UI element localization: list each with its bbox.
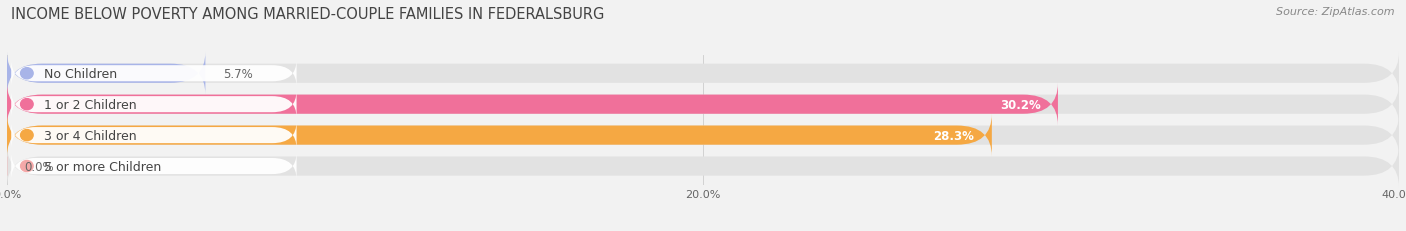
FancyBboxPatch shape [11, 60, 297, 88]
FancyBboxPatch shape [7, 53, 205, 95]
Text: INCOME BELOW POVERTY AMONG MARRIED-COUPLE FAMILIES IN FEDERALSBURG: INCOME BELOW POVERTY AMONG MARRIED-COUPL… [11, 7, 605, 22]
FancyBboxPatch shape [7, 114, 991, 157]
FancyBboxPatch shape [7, 53, 1399, 95]
Text: 28.3%: 28.3% [934, 129, 974, 142]
Circle shape [21, 99, 34, 110]
Text: 3 or 4 Children: 3 or 4 Children [44, 129, 136, 142]
FancyBboxPatch shape [7, 83, 1057, 126]
FancyBboxPatch shape [7, 145, 1399, 188]
Text: Source: ZipAtlas.com: Source: ZipAtlas.com [1277, 7, 1395, 17]
Circle shape [21, 161, 34, 172]
Text: 0.0%: 0.0% [24, 160, 53, 173]
Text: 5 or more Children: 5 or more Children [44, 160, 162, 173]
Text: No Children: No Children [44, 67, 117, 80]
FancyBboxPatch shape [11, 91, 297, 118]
FancyBboxPatch shape [7, 114, 1399, 157]
Text: 30.2%: 30.2% [1000, 98, 1040, 111]
FancyBboxPatch shape [7, 83, 1399, 126]
Text: 1 or 2 Children: 1 or 2 Children [44, 98, 136, 111]
FancyBboxPatch shape [11, 153, 297, 180]
FancyBboxPatch shape [11, 122, 297, 149]
Circle shape [21, 68, 34, 79]
Circle shape [21, 130, 34, 141]
Text: 5.7%: 5.7% [222, 67, 253, 80]
